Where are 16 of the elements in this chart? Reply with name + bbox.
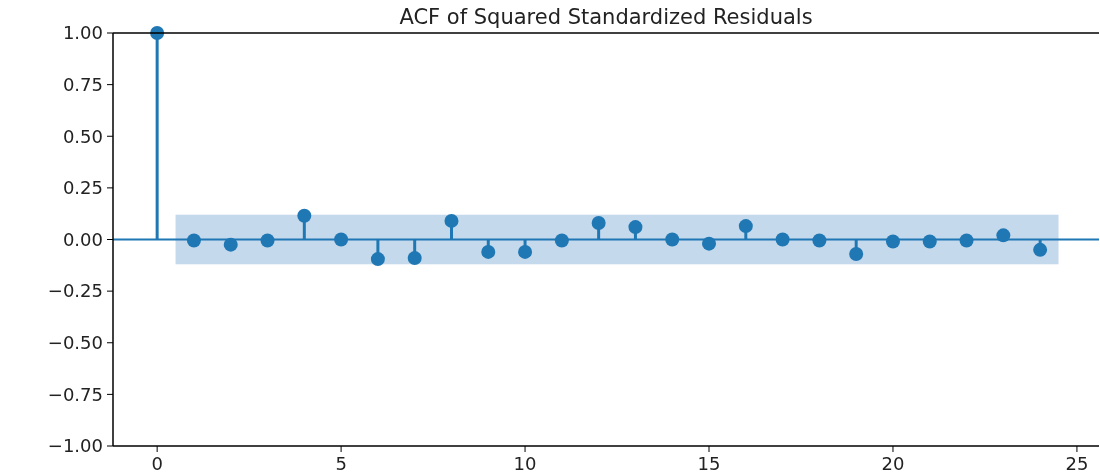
y-tick-label: −1.00 bbox=[47, 435, 103, 457]
y-tick-label: −0.50 bbox=[47, 332, 103, 354]
x-tick-label: 0 bbox=[151, 453, 163, 474]
x-tick-label: 10 bbox=[513, 453, 537, 474]
y-tick-label: 0.75 bbox=[62, 73, 103, 95]
x-tick-label: 25 bbox=[1065, 453, 1089, 474]
y-tick-label: 0.50 bbox=[62, 125, 103, 147]
x-tick-label: 15 bbox=[697, 453, 721, 474]
y-tick-label: 1.00 bbox=[62, 22, 103, 44]
y-tick-label: −0.25 bbox=[47, 280, 103, 302]
x-tick-label: 5 bbox=[335, 453, 347, 474]
x-tick-label: 20 bbox=[881, 453, 905, 474]
y-tick-label: 0.00 bbox=[62, 228, 103, 250]
y-tick-label: 0.25 bbox=[62, 177, 103, 199]
chart-title: ACF of Squared Standardized Residuals bbox=[399, 5, 813, 29]
y-tick-label: −0.75 bbox=[47, 383, 103, 405]
